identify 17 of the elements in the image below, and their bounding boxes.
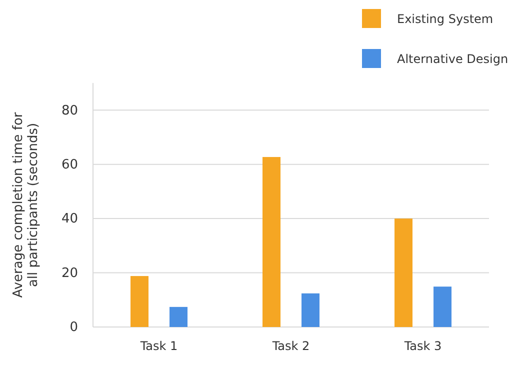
bar <box>262 157 280 327</box>
bar <box>394 218 412 327</box>
y-axis-title: Average completion time for all participants (seconds) <box>11 112 41 298</box>
x-tick-label: Task 1 <box>139 339 178 353</box>
x-tick-label: Task 3 <box>403 339 442 353</box>
y-tick-label: 20 <box>61 266 78 281</box>
y-tick-label: 0 <box>70 320 78 336</box>
y-tick-label: 60 <box>61 157 78 172</box>
bar <box>434 286 452 327</box>
bar <box>302 293 320 327</box>
legend-label: Alternative Design <box>397 52 508 66</box>
x-tick-label: Task 2 <box>271 339 310 353</box>
y-tick-label: 80 <box>61 103 78 118</box>
legend-label: Existing System <box>397 12 494 26</box>
bar <box>170 306 188 327</box>
bar <box>130 276 148 327</box>
y-tick-label: 40 <box>61 212 78 227</box>
